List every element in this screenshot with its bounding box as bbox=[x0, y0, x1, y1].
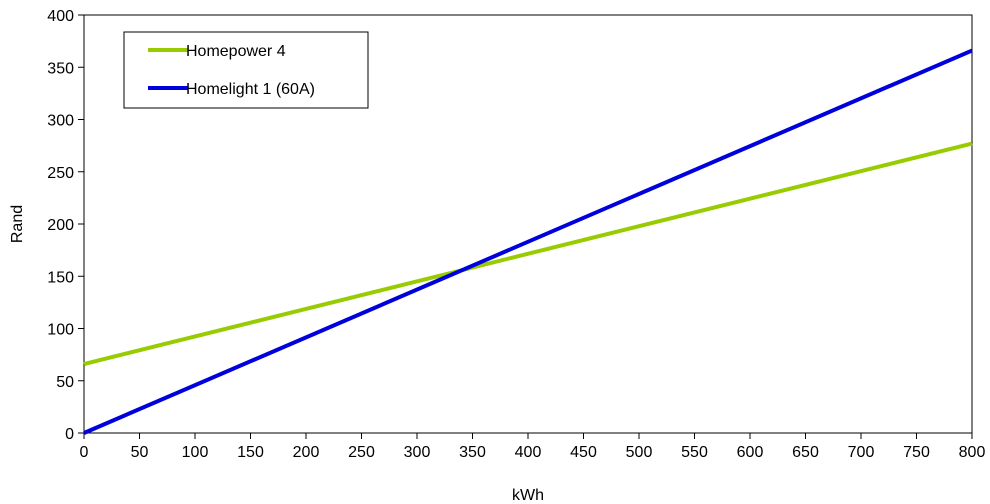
y-tick-label: 350 bbox=[47, 60, 74, 77]
x-tick-label: 750 bbox=[903, 444, 930, 461]
series-line-homepower-4 bbox=[83, 141, 973, 366]
x-tick-label: 350 bbox=[459, 444, 486, 461]
x-tick-label: 700 bbox=[848, 444, 875, 461]
series-layer bbox=[83, 48, 973, 435]
x-tick-label: 250 bbox=[348, 444, 375, 461]
y-tick-label: 100 bbox=[47, 322, 74, 339]
y-tick-label: 150 bbox=[47, 269, 74, 286]
x-tick-label: 150 bbox=[237, 444, 264, 461]
x-tick-label: 550 bbox=[681, 444, 708, 461]
y-tick-label: 0 bbox=[65, 426, 74, 443]
legend: Homepower 4 Homelight 1 (60A) bbox=[123, 31, 369, 109]
y-axis: 0 50 100 150 200 250 300 350 400 bbox=[47, 8, 84, 443]
x-tick-label: 0 bbox=[80, 444, 89, 461]
y-tick-label: 400 bbox=[47, 8, 74, 25]
y-tick-label: 50 bbox=[56, 374, 74, 391]
y-tick-label: 250 bbox=[47, 165, 74, 182]
x-tick-label: 50 bbox=[131, 444, 149, 461]
x-tick-label: 200 bbox=[293, 444, 320, 461]
y-axis-title: Rand bbox=[9, 205, 26, 243]
x-tick-label: 100 bbox=[182, 444, 209, 461]
legend-label: Homepower 4 bbox=[186, 43, 286, 60]
x-tick-label: 500 bbox=[626, 444, 653, 461]
x-axis-title: kWh bbox=[512, 487, 544, 504]
x-axis: 0 50 100 150 200 250 300 350 400 450 500 550 600 650 7… bbox=[80, 433, 986, 461]
x-tick-label: 450 bbox=[570, 444, 597, 461]
series-line-homelight-1 bbox=[83, 48, 973, 435]
y-tick-label: 200 bbox=[47, 217, 74, 234]
x-tick-label: 600 bbox=[737, 444, 764, 461]
legend-box bbox=[123, 31, 369, 109]
x-tick-label: 400 bbox=[515, 444, 542, 461]
x-tick-label: 300 bbox=[404, 444, 431, 461]
x-tick-label: 650 bbox=[792, 444, 819, 461]
y-tick-label: 300 bbox=[47, 113, 74, 130]
x-tick-label: 800 bbox=[959, 444, 986, 461]
legend-label: Homelight 1 (60A) bbox=[186, 81, 315, 98]
